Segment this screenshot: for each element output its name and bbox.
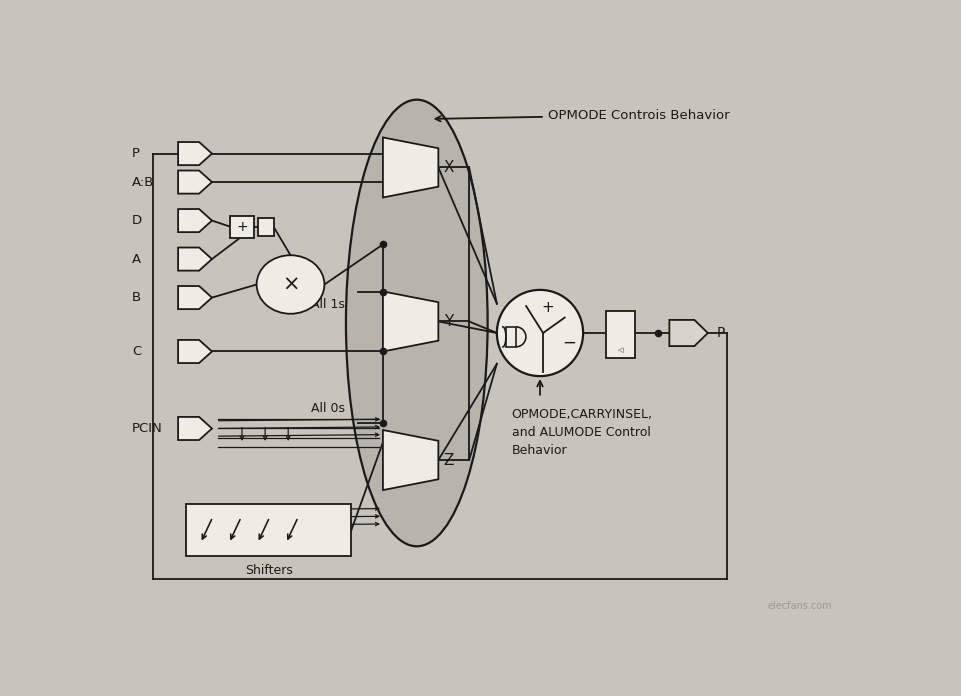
Polygon shape <box>178 340 211 363</box>
Polygon shape <box>178 171 211 193</box>
Text: Shifters: Shifters <box>244 564 292 577</box>
Bar <box>605 311 635 358</box>
Text: All 0s: All 0s <box>311 402 345 416</box>
Polygon shape <box>178 209 211 232</box>
Bar <box>258 217 273 236</box>
Text: PCIN: PCIN <box>132 422 162 435</box>
Polygon shape <box>382 430 438 490</box>
Text: +: + <box>236 220 248 234</box>
Text: −: − <box>562 333 576 351</box>
Text: P: P <box>132 147 139 160</box>
Text: A:B: A:B <box>132 175 154 189</box>
Circle shape <box>497 290 582 376</box>
Polygon shape <box>178 142 211 165</box>
Polygon shape <box>382 292 438 351</box>
Text: Z: Z <box>443 452 454 468</box>
Bar <box>505 327 515 347</box>
Polygon shape <box>382 137 438 198</box>
Ellipse shape <box>346 100 487 546</box>
Text: D: D <box>132 214 142 227</box>
Polygon shape <box>178 248 211 271</box>
Text: A: A <box>132 253 141 266</box>
Text: All 1s: All 1s <box>311 299 345 311</box>
Polygon shape <box>178 417 211 440</box>
Ellipse shape <box>257 255 324 314</box>
Text: Y: Y <box>443 314 453 329</box>
Polygon shape <box>178 286 211 309</box>
Text: OPMODE,CARRYINSEL,
and ALUMODE Control
Behavior: OPMODE,CARRYINSEL, and ALUMODE Control B… <box>511 408 652 457</box>
Text: +: + <box>541 300 554 315</box>
Text: elecfans.com: elecfans.com <box>767 601 831 610</box>
Text: X: X <box>443 160 454 175</box>
Text: B: B <box>132 291 141 304</box>
Text: P: P <box>716 326 725 340</box>
Polygon shape <box>669 320 707 346</box>
Text: OPMODE Controis Behavior: OPMODE Controis Behavior <box>435 109 728 122</box>
Text: C: C <box>132 345 141 358</box>
Text: ◁: ◁ <box>618 347 623 353</box>
Bar <box>185 504 351 556</box>
Bar <box>231 216 254 237</box>
Text: ×: × <box>282 274 299 294</box>
